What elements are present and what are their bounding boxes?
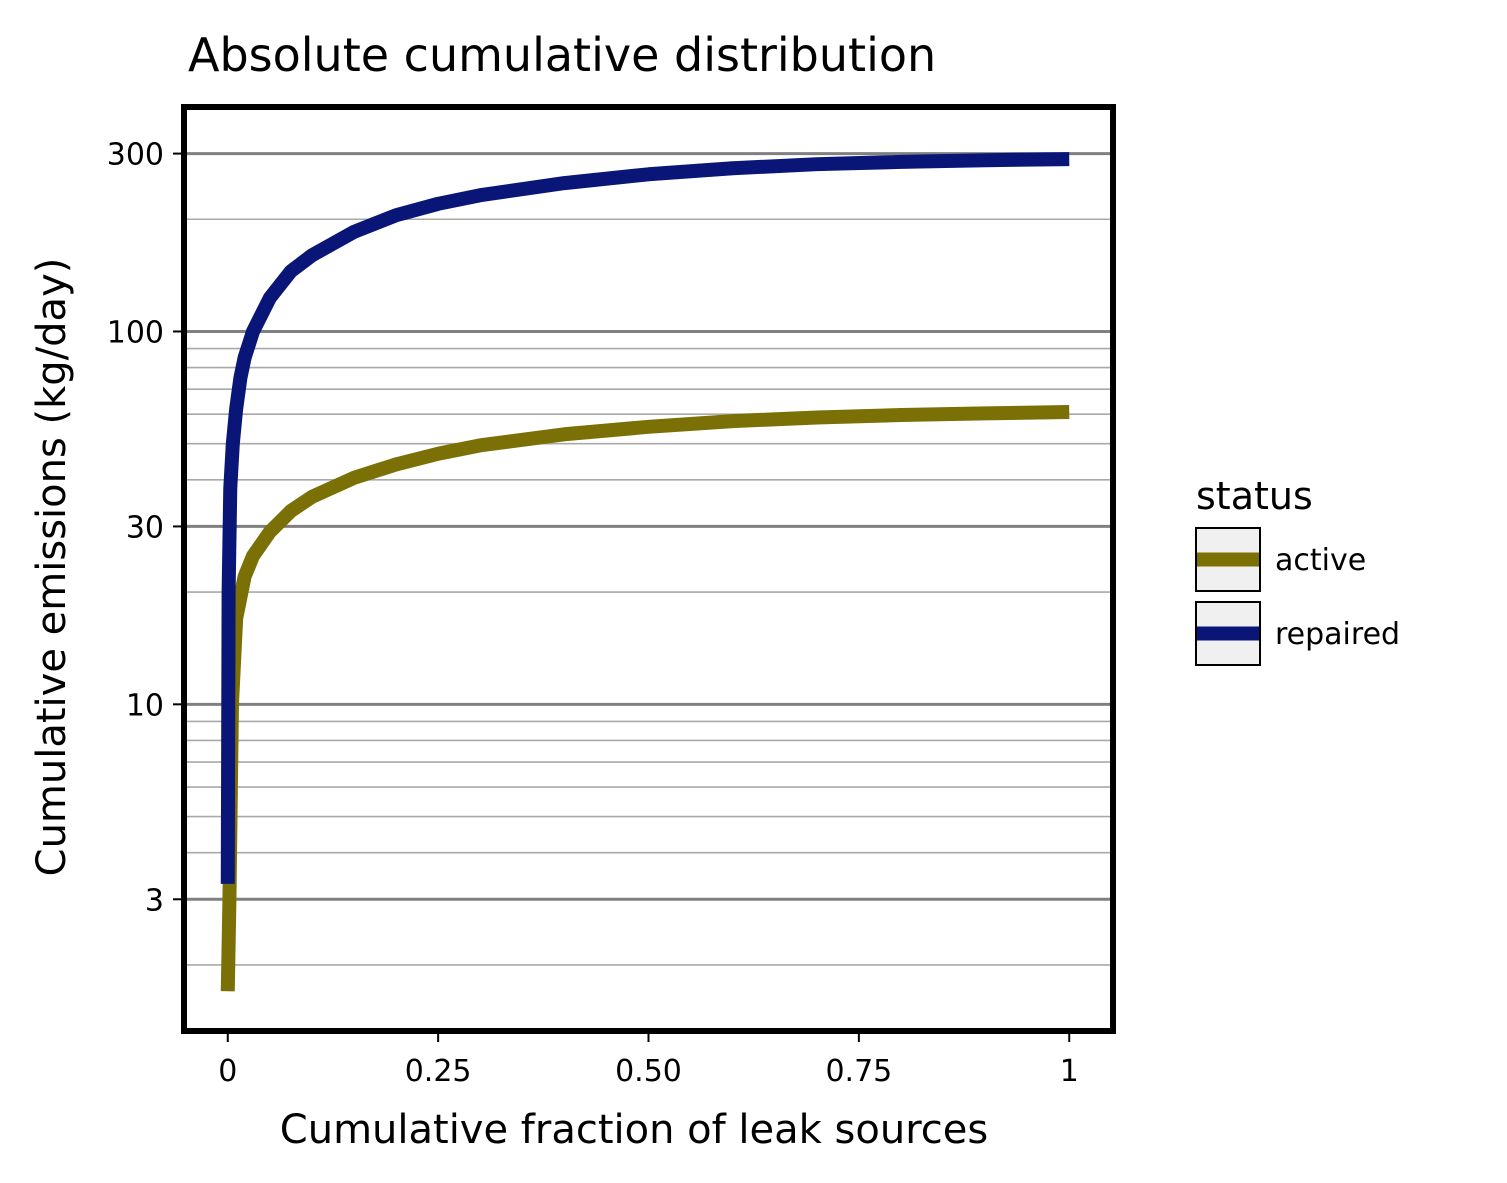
x-axis-title: Cumulative fraction of leak sources: [280, 1107, 988, 1153]
series-line-repaired: [220, 152, 1070, 884]
x-tick-label: 0.50: [615, 1054, 682, 1089]
y-tick-label: 30: [126, 510, 164, 545]
x-tick-label: 1: [1060, 1054, 1079, 1089]
series-line-active: [220, 405, 1070, 992]
series-lines: [220, 152, 1070, 992]
y-axis-title: Cumulative emissions (kg/day): [29, 258, 75, 877]
y-tick-label: 10: [126, 688, 164, 723]
y-tick-label: 3: [145, 883, 164, 918]
y-tick-label: 300: [107, 138, 164, 173]
y-axis: 3 10 30 100 300: [107, 138, 181, 918]
legend-label-active: active: [1275, 543, 1366, 578]
x-tick-label: 0.25: [405, 1054, 472, 1089]
grid: [187, 106, 1110, 966]
x-tick-label: 0.75: [825, 1054, 892, 1089]
legend-label-repaired: repaired: [1275, 617, 1400, 652]
x-axis: 0 0.25 0.50 0.75 1: [218, 1034, 1079, 1089]
legend: status active repaired: [1195, 474, 1400, 666]
chart-title: Absolute cumulative distribution: [188, 28, 936, 82]
legend-title: status: [1196, 474, 1313, 518]
y-tick-label: 100: [107, 315, 164, 350]
plot-frame: [181, 104, 1116, 1034]
x-tick-label: 0: [218, 1054, 237, 1089]
